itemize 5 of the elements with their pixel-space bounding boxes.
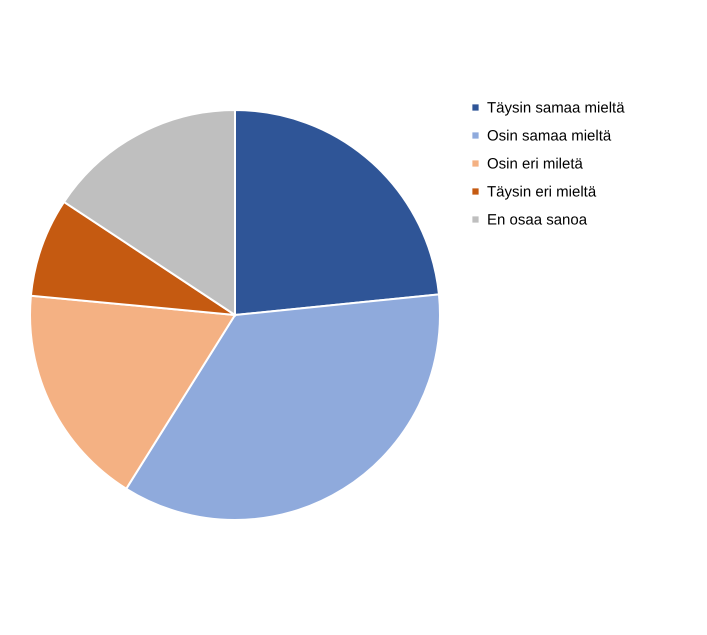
legend-label: Osin eri miletä	[487, 156, 584, 172]
legend-label: Täysin samaa mieltä	[487, 100, 626, 116]
legend-label: Täysin eri mieltä	[487, 184, 597, 200]
legend-label: Osin samaa mieltä	[487, 128, 612, 144]
legend-label: En osaa sanoa	[487, 212, 588, 228]
